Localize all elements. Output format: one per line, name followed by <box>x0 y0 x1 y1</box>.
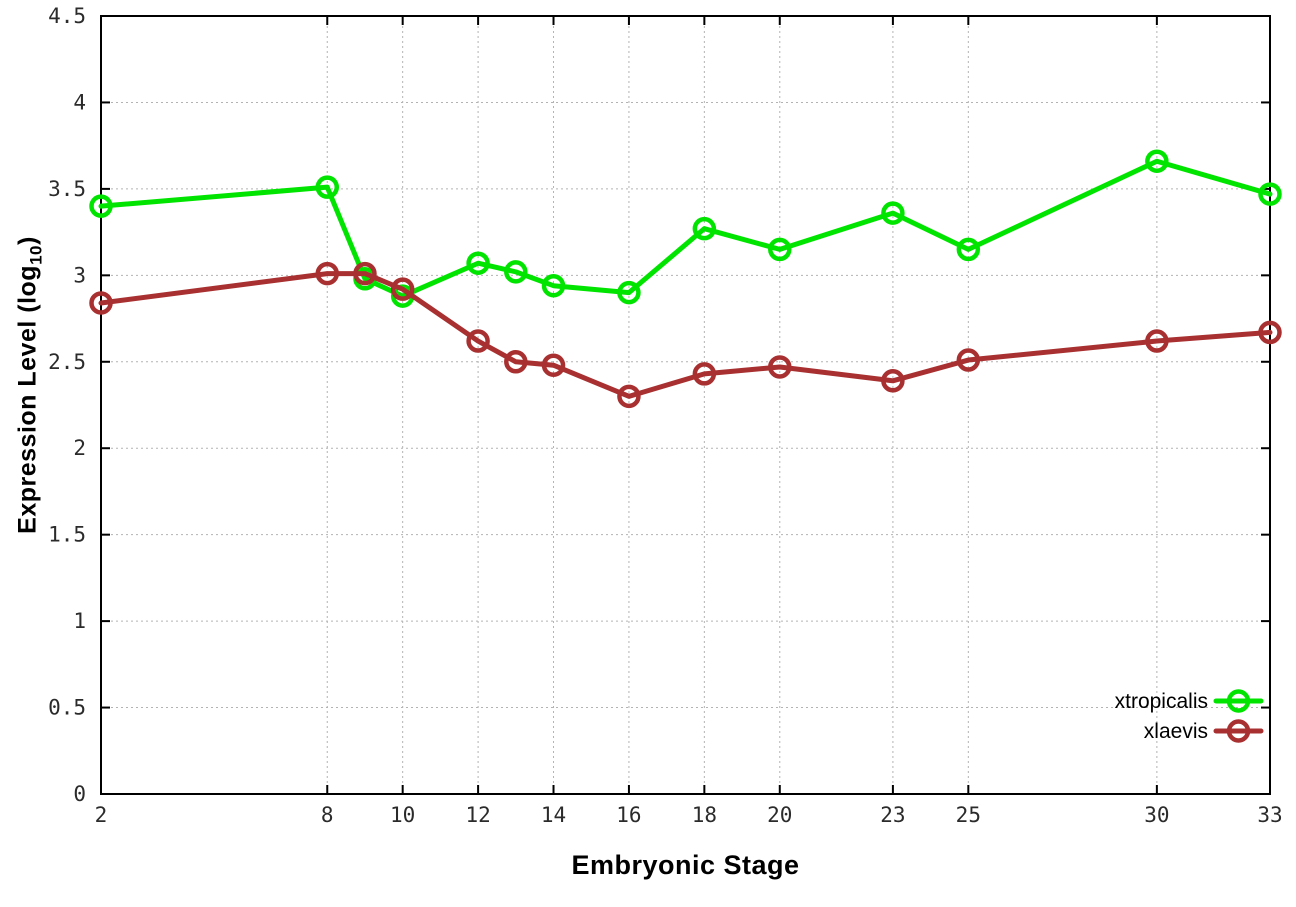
y-axis-title-end: ) <box>13 236 42 245</box>
x-tick-label: 2 <box>95 803 108 827</box>
series-line-xtropicalis <box>98 158 1273 299</box>
data-point-xtropicalis <box>466 251 490 275</box>
data-point-xlaevis <box>315 261 340 286</box>
data-point-xtropicalis <box>89 194 113 218</box>
x-tick-label: 10 <box>390 803 415 827</box>
data-point-xtropicalis <box>1258 182 1282 206</box>
series-line-xlaevis <box>98 271 1273 399</box>
y-axis-title-main: Expression Level (log <box>13 264 42 534</box>
y-tick-label: 2 <box>73 436 86 460</box>
legend-entry-xtropicalis: xtropicalis <box>1115 689 1264 713</box>
data-point-xlaevis <box>1258 320 1282 345</box>
data-point-xlaevis <box>617 384 641 409</box>
data-point-xlaevis <box>541 353 566 377</box>
data-point-xlaevis <box>768 355 792 379</box>
legend-label-xtropicalis: xtropicalis <box>1115 690 1208 713</box>
y-tick-label: 4 <box>73 90 86 114</box>
x-tick-label: 33 <box>1257 803 1282 827</box>
y-axis-title: Expression Level (log10) <box>14 236 47 534</box>
data-point-xtropicalis <box>1145 149 1169 173</box>
y-tick-label: 1 <box>73 609 86 633</box>
legend-label-xlaevis: xlaevis <box>1144 720 1208 743</box>
y-tick-label: 0 <box>73 782 86 806</box>
y-tick-label: 4.5 <box>48 4 86 28</box>
data-point-xlaevis <box>504 350 528 374</box>
data-point-xtropicalis <box>504 260 528 284</box>
data-point-xlaevis <box>692 362 717 386</box>
x-tick-label: 23 <box>880 803 905 827</box>
legend-marker-sample <box>1226 689 1251 713</box>
data-point-xtropicalis <box>692 216 717 241</box>
x-tick-label: 16 <box>616 803 641 827</box>
x-tick-label: 8 <box>321 803 334 827</box>
y-tick-label: 2.5 <box>48 350 86 374</box>
data-point-xtropicalis <box>315 175 340 199</box>
data-point-xlaevis <box>89 291 113 315</box>
data-point-xlaevis <box>353 261 377 286</box>
legend-marker-sample <box>1226 719 1251 743</box>
data-point-xtropicalis <box>617 280 641 305</box>
data-point-xtropicalis <box>881 201 905 225</box>
x-tick-label: 14 <box>541 803 566 827</box>
x-tick-label: 12 <box>465 803 490 827</box>
y-tick-label: 3 <box>73 263 86 287</box>
plot-border <box>100 15 1271 795</box>
legend-entry-xlaevis: xlaevis <box>1144 719 1264 743</box>
data-point-xlaevis <box>881 369 905 393</box>
data-point-xtropicalis <box>541 273 566 298</box>
data-point-xlaevis <box>956 348 981 372</box>
data-point-xlaevis <box>1145 329 1169 353</box>
y-tick-label: 1.5 <box>48 523 86 547</box>
y-tick-label: 0.5 <box>48 696 86 720</box>
x-tick-label: 30 <box>1144 803 1169 827</box>
data-point-xtropicalis <box>768 237 792 262</box>
x-axis-title: Embryonic Stage <box>571 850 800 880</box>
data-point-xtropicalis <box>956 237 981 262</box>
x-tick-label: 20 <box>767 803 792 827</box>
x-tick-label: 25 <box>956 803 981 827</box>
y-tick-label: 3.5 <box>48 177 86 201</box>
x-tick-label: 18 <box>692 803 717 827</box>
y-axis-title-subscript: 10 <box>26 244 46 265</box>
data-point-xlaevis <box>390 277 415 301</box>
data-point-xlaevis <box>466 329 490 353</box>
